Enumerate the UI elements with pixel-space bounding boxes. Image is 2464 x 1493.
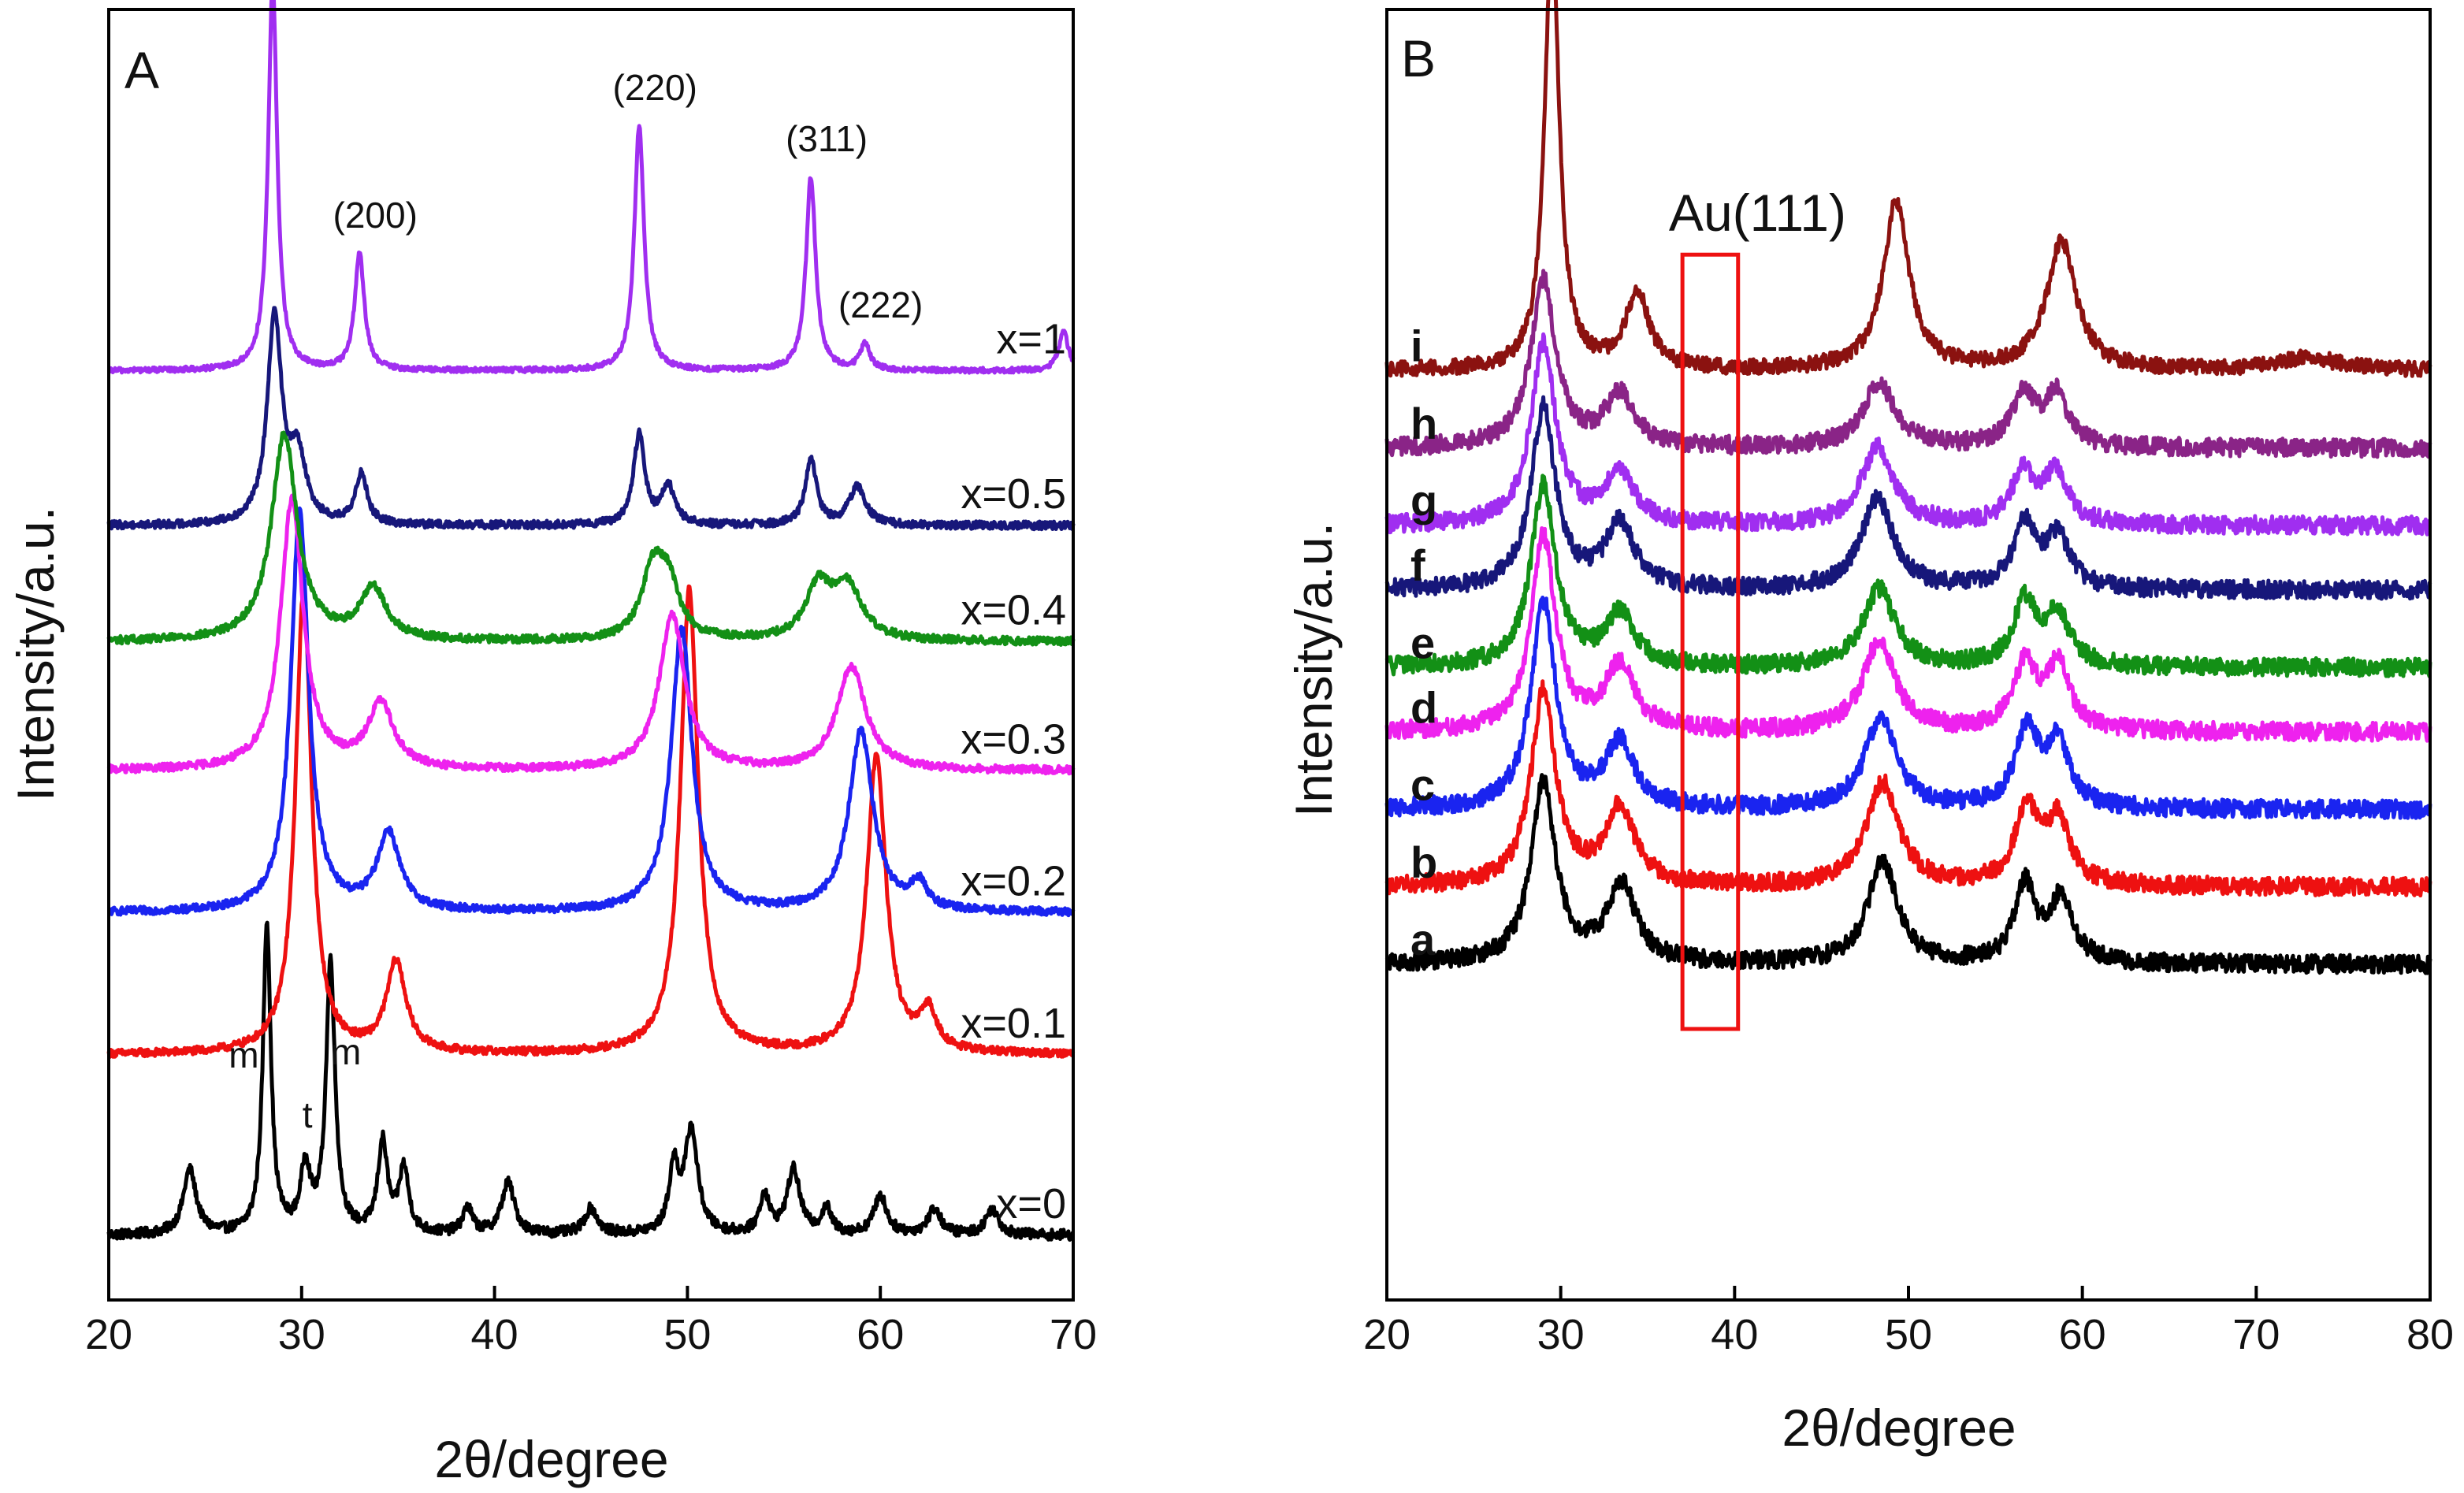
peak-label: (222): [838, 284, 923, 325]
x-tick-label: 20: [85, 1311, 132, 1358]
series-trace-x=1: [107, 0, 1076, 375]
x-axis-title-a: 2θ/degree: [434, 1430, 668, 1488]
x-tick-label: 80: [2406, 1311, 2454, 1358]
series-labels-a: x=0 x=0.1 x=0.2 x=0.3 x=0.4 x=0.5 x=1: [961, 316, 1066, 1227]
x-tick-label: 60: [857, 1311, 904, 1358]
x-tick-label: 70: [1050, 1311, 1097, 1358]
series-label-x=0.2: x=0.2: [961, 858, 1066, 905]
series-label-g: g: [1410, 476, 1437, 526]
series-label-x=0.1: x=0.1: [961, 1000, 1066, 1047]
peak-label: (200): [333, 195, 418, 236]
series-label-e: e: [1410, 618, 1435, 667]
series-label-c: c: [1410, 760, 1435, 810]
y-axis-title-b: Intensity/a.u.: [1284, 522, 1343, 817]
x-tick-labels-a: 20 30 40 50 60 70: [85, 1311, 1097, 1358]
series-trace-c: [1384, 596, 2432, 820]
x-tick-label: 60: [2059, 1311, 2106, 1358]
x-ticks-b: [1385, 1286, 2432, 1300]
series-trace-x=0.3: [106, 493, 1076, 776]
x-tick-label: 30: [1537, 1311, 1585, 1358]
y-axis-title-a: Intensity/a.u.: [6, 507, 65, 801]
series-trace-x=0.4: [106, 430, 1076, 647]
peak-labels-a: (111)(200)(220)(311)(222): [333, 67, 924, 325]
x-tick-label: 50: [663, 1311, 711, 1358]
series-trace-g: [1384, 332, 2432, 537]
series-label-x=1: x=1: [996, 316, 1066, 363]
traces-b: [1384, 0, 2432, 975]
traces-a: [106, 0, 1076, 1242]
panel-b-letter: B: [1401, 29, 1436, 87]
au-111-label: Au(111): [1669, 184, 1846, 242]
series-trace-x=0.2: [107, 506, 1076, 918]
series-label-f: f: [1410, 540, 1425, 590]
series-label-b: b: [1410, 837, 1437, 887]
series-label-d: d: [1410, 682, 1437, 732]
panel-a-frame: [107, 8, 1075, 1302]
series-trace-i: [1384, 0, 2432, 378]
x-tick-label: 40: [471, 1311, 518, 1358]
phase-marker-m: m: [331, 1031, 361, 1072]
x-tick-labels-b: 20 30 40 50 60 70 80: [1363, 1311, 2454, 1358]
x-tick-label: 20: [1363, 1311, 1410, 1358]
series-trace-a: [1384, 773, 2432, 975]
phase-marker-m: m: [229, 1034, 258, 1075]
peak-label: (220): [613, 67, 697, 108]
series-label-x=0.5: x=0.5: [961, 470, 1066, 518]
x-ticks-a: [107, 1286, 1075, 1300]
series-trace-h: [1384, 269, 2432, 459]
series-label-x=0.3: x=0.3: [961, 715, 1066, 763]
series-trace-x=0.5: [106, 306, 1076, 532]
x-tick-label: 50: [1885, 1311, 1932, 1358]
panel-a-letter: A: [125, 41, 159, 99]
series-trace-e: [1384, 474, 2432, 678]
phase-marker-t: t: [303, 1094, 313, 1135]
x-tick-label: 70: [2232, 1311, 2280, 1358]
series-trace-x=0.1: [106, 582, 1076, 1060]
series-label-x=0: x=0: [996, 1180, 1066, 1227]
series-trace-d: [1384, 526, 2432, 743]
series-label-h: h: [1410, 399, 1437, 448]
phase-labels-a: mtm: [229, 1031, 361, 1135]
au-highlight-box: [1680, 252, 1741, 1031]
x-tick-label: 40: [1711, 1311, 1758, 1358]
series-label-a: a: [1410, 915, 1436, 964]
x-axis-title-b: 2θ/degree: [1782, 1398, 2016, 1457]
series-trace-f: [1384, 395, 2432, 601]
series-trace-x=0: [106, 920, 1075, 1242]
panel-b-frame: [1385, 8, 2432, 1302]
series-label-x=0.4: x=0.4: [961, 587, 1066, 634]
peak-label: (311): [786, 118, 868, 159]
series-trace-b: [1384, 679, 2432, 898]
series-label-i: i: [1410, 321, 1423, 371]
x-tick-label: 30: [278, 1311, 325, 1358]
